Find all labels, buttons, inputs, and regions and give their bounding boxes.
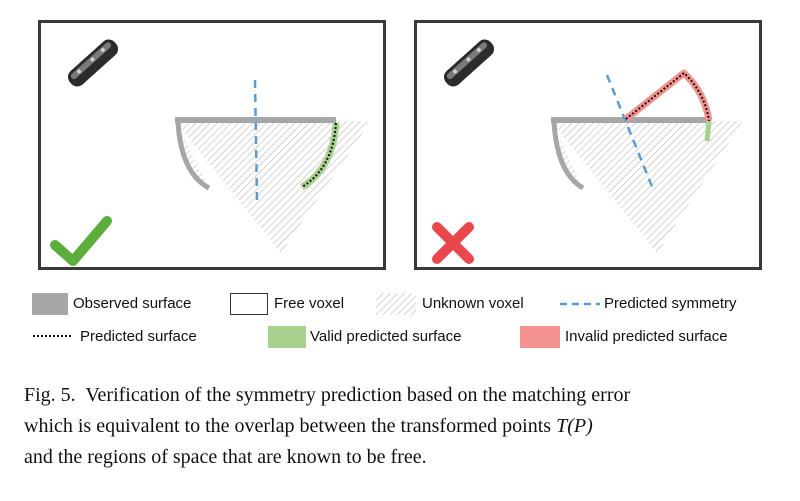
unknown-region bbox=[551, 121, 743, 253]
caption-line2: which is equivalent to the overlap betwe… bbox=[24, 415, 557, 437]
legend-valid-label: Valid predicted surface bbox=[310, 328, 462, 345]
predicted-symmetry-line bbox=[253, 79, 259, 202]
observed-surface bbox=[551, 117, 710, 191]
invalid-prediction-scene bbox=[432, 39, 743, 264]
legend-free-label: Free voxel bbox=[274, 295, 345, 312]
cross-icon bbox=[432, 222, 474, 264]
legend: Observed surface Free voxel Unknown voxe… bbox=[32, 293, 737, 348]
legend-unknown-label: Unknown voxel bbox=[422, 295, 524, 312]
check-icon bbox=[50, 216, 112, 266]
invalid-predicted-surface bbox=[623, 69, 713, 122]
legend-observed-label: Observed surface bbox=[73, 295, 192, 312]
unknown-voxel-swatch bbox=[376, 293, 416, 315]
invalid-prediction-panel bbox=[414, 20, 762, 270]
free-voxel-swatch bbox=[230, 293, 268, 315]
depth-camera-icon bbox=[67, 39, 119, 87]
legend-predicted-label: Predicted surface bbox=[80, 328, 197, 345]
predicted-symmetry-swatch bbox=[560, 302, 600, 306]
legend-symmetry-label: Predicted symmetry bbox=[604, 295, 737, 312]
observed-surface-swatch bbox=[32, 293, 68, 315]
caption-line1: Verification of the symmetry prediction … bbox=[85, 384, 631, 406]
caption-line3: and the regions of space that are known … bbox=[24, 446, 427, 468]
caption-math: T(P) bbox=[556, 415, 593, 437]
predicted-surface bbox=[301, 122, 337, 188]
figure-caption: Fig. 5. Verification of the symmetry pre… bbox=[24, 380, 784, 473]
predicted-symmetry-line bbox=[605, 74, 655, 190]
valid-surface-swatch bbox=[268, 326, 306, 348]
unknown-region bbox=[175, 121, 371, 253]
predicted-surface-swatch bbox=[33, 335, 73, 337]
observed-surface bbox=[175, 117, 336, 191]
valid-prediction-scene bbox=[50, 39, 371, 266]
valid-prediction-panel bbox=[38, 20, 386, 270]
invalid-surface-swatch bbox=[520, 326, 560, 348]
caption-prefix: Fig. 5. bbox=[24, 384, 76, 406]
depth-camera-icon bbox=[443, 39, 495, 87]
legend-invalid-label: Invalid predicted surface bbox=[565, 328, 728, 345]
